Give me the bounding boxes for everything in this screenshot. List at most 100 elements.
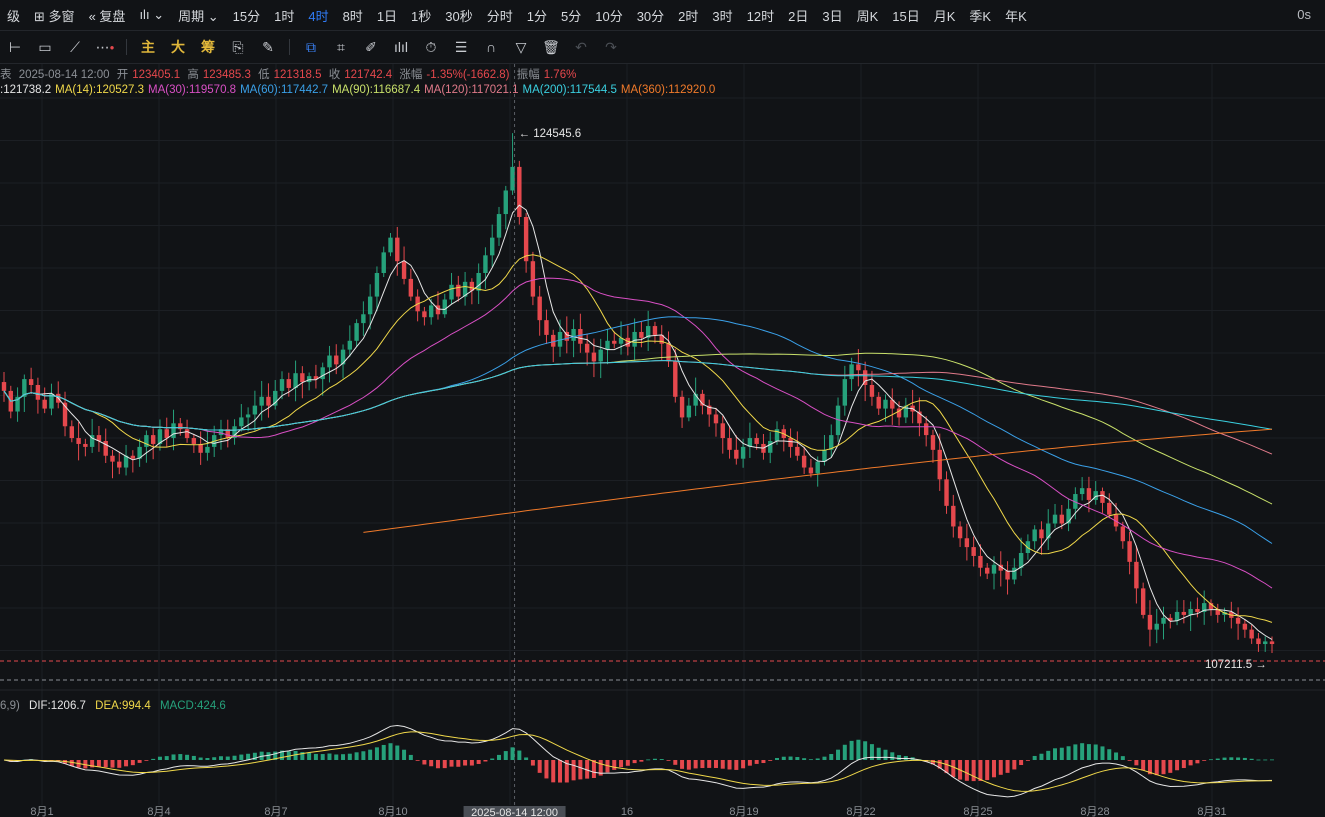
clock-icon[interactable]: ⏱ bbox=[425, 38, 437, 55]
period-3[interactable]: 8时 bbox=[342, 8, 363, 24]
macd-bar bbox=[442, 760, 447, 769]
macd-bar bbox=[130, 760, 135, 766]
period-dropdown[interactable]: 周期 ⌄ bbox=[178, 8, 219, 24]
candle-body bbox=[876, 396, 881, 409]
period-18[interactable]: 15日 bbox=[892, 8, 920, 24]
macd-bar bbox=[463, 760, 468, 766]
dea-line bbox=[3, 731, 1272, 792]
pen-icon[interactable]: ✐ bbox=[365, 38, 377, 55]
refresh-interval[interactable]: 0s bbox=[1297, 7, 1311, 22]
period-10[interactable]: 10分 bbox=[595, 8, 623, 24]
period-19[interactable]: 月K bbox=[933, 8, 956, 24]
macd-bar bbox=[571, 760, 576, 781]
large-order-button[interactable]: 大 bbox=[171, 39, 185, 55]
rectangle-icon[interactable]: ▭ bbox=[38, 38, 52, 55]
candle-body bbox=[808, 467, 814, 474]
macd-bar bbox=[775, 757, 780, 760]
candle-body bbox=[666, 343, 671, 362]
macd-bar bbox=[558, 760, 563, 783]
period-11[interactable]: 30分 bbox=[636, 8, 665, 24]
trend-line-icon[interactable]: ⟋ bbox=[70, 38, 80, 55]
ma-line-6 bbox=[3, 360, 1273, 431]
ma-legend-4: MA(90):116687.4 bbox=[332, 84, 421, 96]
period-6[interactable]: 30秒 bbox=[445, 8, 473, 24]
period-8[interactable]: 1分 bbox=[526, 8, 547, 24]
period-4[interactable]: 1日 bbox=[376, 8, 398, 24]
x-tick-label: 8月10 bbox=[378, 806, 407, 817]
main-indicator-button[interactable]: 主 bbox=[141, 39, 155, 55]
undo-icon[interactable]: ↶ bbox=[575, 38, 587, 55]
macd-bar bbox=[171, 754, 176, 760]
candle-body bbox=[1256, 638, 1261, 645]
macd-bar bbox=[510, 747, 515, 760]
candle-body bbox=[1174, 611, 1180, 621]
candle-body bbox=[239, 417, 244, 427]
ma-legend-6: MA(200):117544.5 bbox=[522, 84, 617, 96]
macd-bar bbox=[151, 758, 156, 760]
candle-body bbox=[286, 379, 291, 388]
period-12[interactable]: 2时 bbox=[678, 8, 699, 24]
macd-bar bbox=[1086, 744, 1091, 760]
candle-body bbox=[923, 423, 929, 436]
candle-body bbox=[917, 411, 922, 424]
period-9[interactable]: 5分 bbox=[561, 8, 582, 24]
candle-body bbox=[103, 441, 108, 456]
template-icon[interactable]: ☰ bbox=[454, 38, 468, 55]
compare-icon[interactable]: ılıl bbox=[394, 39, 408, 55]
period-20[interactable]: 季K bbox=[969, 8, 992, 24]
candle-body bbox=[734, 449, 739, 459]
macd-bar bbox=[368, 749, 373, 760]
x-tick-label: 8月25 bbox=[963, 806, 992, 817]
candle-body bbox=[83, 443, 88, 447]
more-icon[interactable]: ⋯ ● bbox=[95, 38, 115, 55]
redo-icon[interactable]: ↷ bbox=[605, 38, 617, 55]
macd-bar bbox=[191, 755, 196, 760]
candle-body bbox=[815, 461, 820, 474]
ruler-icon[interactable]: ⌗ bbox=[337, 38, 345, 55]
period-7[interactable]: 分时 bbox=[486, 8, 513, 24]
period-17[interactable]: 周K bbox=[856, 8, 879, 24]
period-16[interactable]: 3日 bbox=[822, 8, 843, 24]
period-15[interactable]: 2日 bbox=[788, 8, 809, 24]
macd-bar bbox=[944, 760, 949, 774]
candle-body bbox=[28, 379, 34, 385]
level-menu[interactable]: 级 bbox=[7, 8, 21, 24]
macd-bar bbox=[225, 756, 230, 760]
magnet-icon[interactable]: ∩ bbox=[485, 39, 497, 55]
period-2[interactable]: 4时 bbox=[308, 8, 329, 24]
high-value: 123485.3 bbox=[202, 69, 251, 81]
replay-button[interactable]: « 复盘 bbox=[88, 8, 126, 24]
macd-bar bbox=[591, 760, 596, 779]
multi-window-button[interactable]: ⊞ 多窗 bbox=[34, 8, 75, 24]
macd-bar bbox=[483, 760, 488, 762]
macd-bar bbox=[1059, 747, 1064, 760]
macd-bar bbox=[178, 754, 183, 760]
candle-body bbox=[496, 214, 502, 238]
period-13[interactable]: 3时 bbox=[712, 8, 733, 24]
period-1[interactable]: 1时 bbox=[274, 8, 295, 24]
candle-body bbox=[401, 261, 407, 279]
macd-bar bbox=[1107, 749, 1112, 760]
filter-icon[interactable]: ▽ bbox=[515, 38, 527, 55]
candle-body bbox=[157, 429, 163, 444]
candle-body bbox=[225, 429, 230, 439]
line-tool-icon[interactable]: ⊢ bbox=[8, 38, 22, 55]
clear-drawing-icon[interactable]: ✎ bbox=[262, 38, 274, 55]
period-21[interactable]: 年K bbox=[1005, 8, 1027, 24]
trash-icon[interactable]: 🗑 bbox=[542, 38, 560, 55]
macd-bar bbox=[313, 753, 318, 760]
period-5[interactable]: 1秒 bbox=[411, 8, 432, 24]
macd-bar bbox=[544, 760, 549, 779]
candle-type-button[interactable]: ılı ⌄ bbox=[132, 7, 171, 23]
chip-button[interactable]: 筹 bbox=[201, 39, 215, 55]
period-14[interactable]: 12时 bbox=[746, 8, 775, 24]
macd-bar bbox=[435, 760, 440, 769]
candle-body bbox=[1046, 523, 1051, 539]
macd-bar bbox=[1012, 760, 1017, 770]
bookmark-icon[interactable]: ⧉ bbox=[306, 38, 316, 55]
period-0[interactable]: 15分 bbox=[232, 8, 261, 24]
candle-body bbox=[523, 217, 529, 262]
candle-body bbox=[612, 340, 617, 344]
indicator-icon[interactable]: ⎘ bbox=[232, 38, 244, 55]
